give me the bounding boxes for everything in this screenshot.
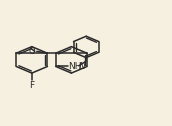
- Text: F: F: [29, 81, 34, 90]
- Text: N: N: [79, 62, 85, 71]
- Text: NH: NH: [68, 62, 82, 71]
- Text: O: O: [28, 47, 35, 56]
